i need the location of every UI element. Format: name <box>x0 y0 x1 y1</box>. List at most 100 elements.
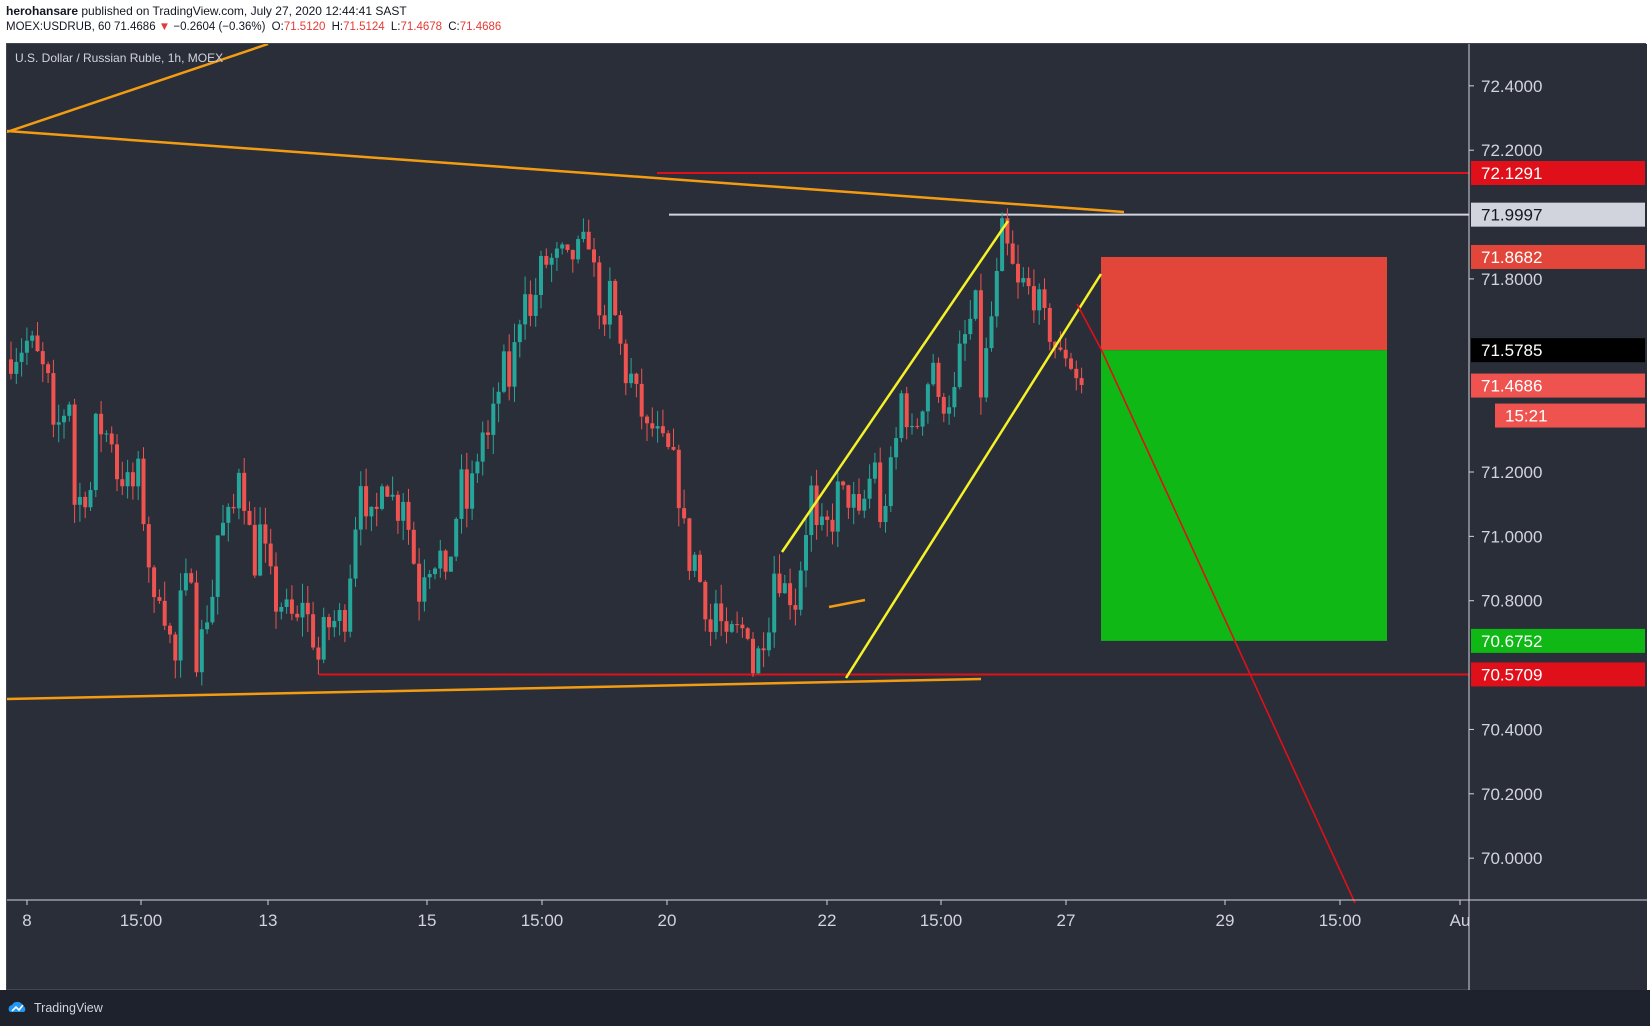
channel-upper-line[interactable] <box>780 220 1010 553</box>
symbol-label: MOEX:USDRUB, 60 <box>6 21 111 33</box>
candle-body <box>607 280 612 325</box>
candle-body <box>894 438 899 458</box>
stop-loss-zone[interactable] <box>1101 256 1387 351</box>
candle-body <box>427 574 432 578</box>
candle-body <box>899 393 904 439</box>
candle-body <box>597 262 602 316</box>
time-tick-label: Au <box>1450 911 1471 930</box>
candle-body <box>99 413 104 435</box>
price-tick-label: 70.0000 <box>1481 849 1542 868</box>
candle-body <box>1069 358 1073 369</box>
candle-body <box>819 516 824 526</box>
candle-body <box>130 472 135 487</box>
price-label[interactable]: 71.5785 <box>1481 341 1542 360</box>
candle-body <box>56 422 61 425</box>
candle-body <box>321 616 326 660</box>
candle-body <box>289 599 294 614</box>
candle-body <box>676 449 681 509</box>
candle-body <box>655 426 660 429</box>
price-tick-label: 72.2000 <box>1481 141 1542 160</box>
price-axis-bg <box>1469 44 1647 991</box>
candle-body <box>1074 368 1079 379</box>
price-label-bg <box>1471 662 1645 687</box>
candle-body <box>565 244 570 250</box>
chart-panel[interactable]: 72.4000 72.2000 71.8000 71.2000 71.0000 70.80… <box>6 43 1647 991</box>
candle-body <box>650 423 655 429</box>
price-label[interactable]: 71.4686 <box>1481 377 1542 396</box>
last-price: 71.4686 <box>114 21 156 33</box>
candle-body <box>395 494 400 521</box>
chart-svg[interactable]: 72.4000 72.2000 71.8000 71.2000 71.0000 70.80… <box>7 44 1647 991</box>
ohlc-line: MOEX:USDRUB, 60 71.4686 ▼ −0.2604 (−0.36… <box>6 21 501 33</box>
candle-body <box>570 249 575 260</box>
tradingview-cloud-icon[interactable] <box>6 999 30 1015</box>
price-label[interactable]: 70.5709 <box>1481 665 1542 684</box>
candle-body <box>19 352 24 362</box>
upper-trendline[interactable] <box>7 44 269 134</box>
candle-body <box>925 384 930 412</box>
candle-body <box>1005 218 1010 244</box>
candle-body <box>475 461 480 474</box>
candle-body <box>719 603 724 622</box>
candle-body <box>973 290 978 319</box>
candle-body <box>226 506 231 523</box>
footer-brand[interactable]: TradingView <box>34 1001 103 1015</box>
price-label[interactable]: 70.6752 <box>1481 632 1542 651</box>
price-tick-label: 70.8000 <box>1481 592 1542 611</box>
candle-body <box>645 416 649 424</box>
candle-body <box>984 348 989 398</box>
candle-body <box>936 362 941 397</box>
ascending-trendline[interactable] <box>7 677 982 701</box>
candle-body <box>358 486 363 530</box>
descending-trendline[interactable] <box>7 129 1125 214</box>
projection-line[interactable] <box>1076 303 1356 904</box>
time-tick-label: 13 <box>259 911 278 930</box>
candle-body <box>210 596 215 623</box>
candle-body <box>385 486 390 497</box>
price-label[interactable]: 72.1291 <box>1481 164 1542 183</box>
time-tick-label: 15:00 <box>1319 911 1362 930</box>
channel-lower-line[interactable] <box>844 273 1103 679</box>
candle-body <box>904 393 909 428</box>
candle-body <box>231 506 236 509</box>
candle-body <box>592 249 596 263</box>
candle-body <box>1063 349 1068 359</box>
countdown-label: 15:21 <box>1505 407 1548 426</box>
candle-body <box>274 566 278 612</box>
candle-body <box>682 508 687 519</box>
candle-body <box>258 524 263 576</box>
price-label[interactable]: 71.8682 <box>1481 248 1542 267</box>
candle-body <box>327 616 331 628</box>
mini-trendline[interactable] <box>828 598 866 609</box>
time-tick-label: 22 <box>818 911 837 930</box>
candle-body <box>517 324 522 343</box>
candle-body <box>560 244 565 249</box>
candle-body <box>152 567 157 598</box>
time-tick-label: 8 <box>22 911 31 930</box>
candle-body <box>576 239 581 260</box>
candle-body <box>994 271 999 317</box>
candle-body <box>480 432 485 462</box>
candle-body <box>660 426 665 434</box>
candle-body <box>406 501 411 530</box>
candle-body <box>390 494 395 497</box>
candle-body <box>30 335 35 341</box>
candle-body <box>348 578 353 632</box>
candle-body <box>1058 347 1063 350</box>
publisher-line: herohansare published on TradingView.com… <box>6 4 407 18</box>
candle-body <box>236 472 241 509</box>
candle-body <box>788 583 793 606</box>
candle-body <box>83 496 88 508</box>
candle-body <box>814 485 819 526</box>
candle-body <box>194 582 199 673</box>
candle-body <box>703 581 708 620</box>
candle-body <box>687 518 692 571</box>
candle-body <box>1079 378 1084 385</box>
candle-body <box>284 599 289 607</box>
price-label[interactable]: 71.9997 <box>1481 206 1542 225</box>
candle-body <box>178 590 183 661</box>
take-profit-zone[interactable] <box>1101 350 1387 641</box>
candle-body <box>1026 278 1031 287</box>
candle-body <box>793 605 798 610</box>
candle-body <box>751 638 755 674</box>
